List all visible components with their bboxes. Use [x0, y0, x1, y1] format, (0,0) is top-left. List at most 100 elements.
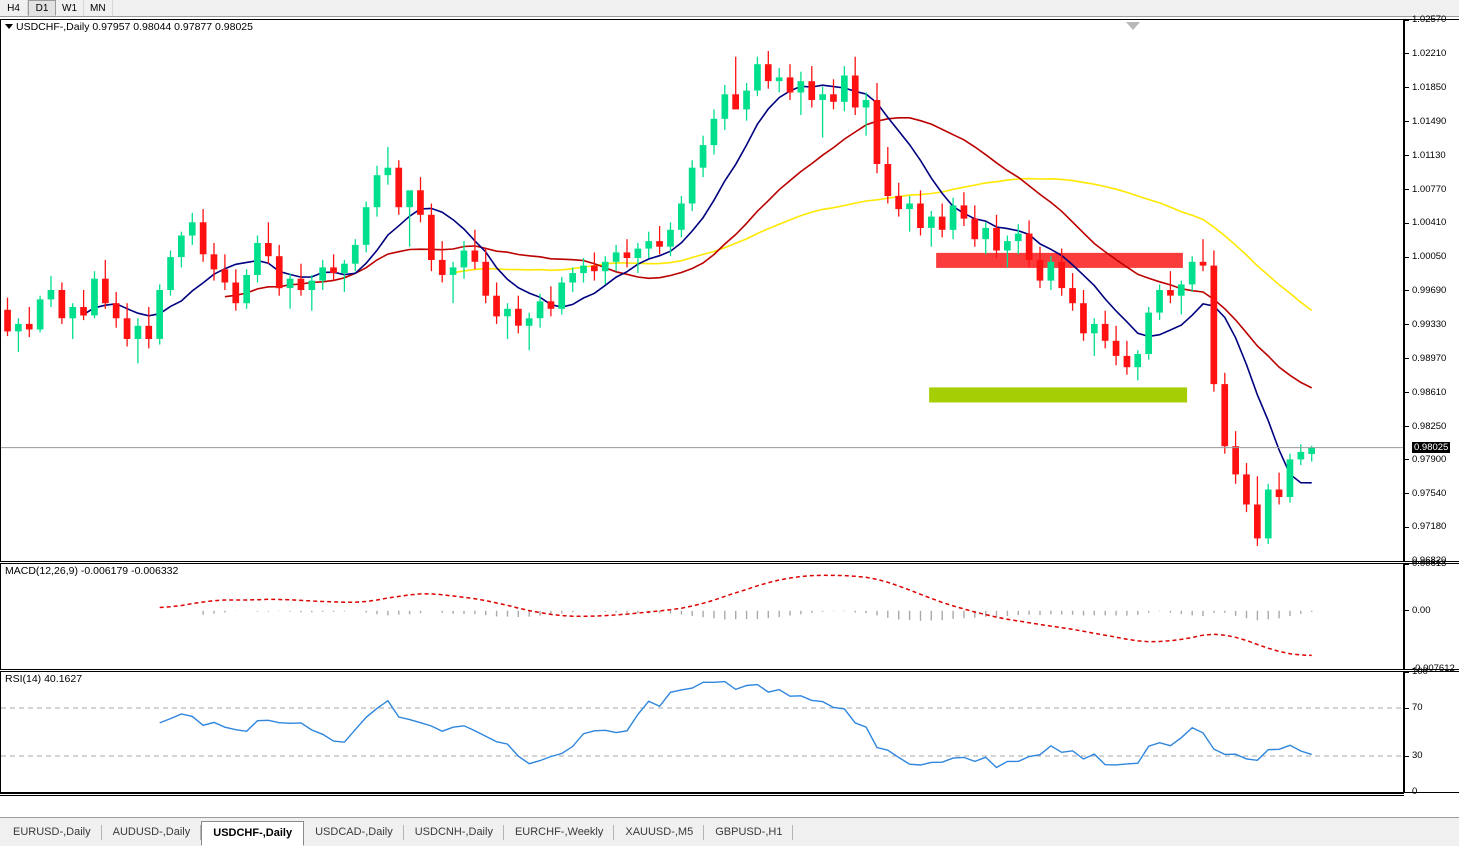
macd-plot[interactable]	[1, 564, 1403, 669]
rsi-panel[interactable]: RSI(14) 40.1627	[0, 671, 1404, 793]
timeframe-button-label: H4	[7, 2, 20, 14]
candle-body	[667, 229, 674, 247]
symbol-tab-usdchfdaily[interactable]: USDCHF-,Daily	[201, 820, 305, 846]
candle-body	[102, 278, 109, 304]
price-plot[interactable]	[1, 20, 1403, 561]
candle-body	[873, 100, 881, 164]
ma-fast-line	[83, 84, 1312, 484]
scale-tick-dash	[1405, 256, 1409, 258]
price-panel[interactable]: USDCHF-,Daily 0.97957 0.98044 0.97877 0.…	[0, 19, 1404, 562]
candle-body	[841, 75, 848, 102]
symbol-tab-bar[interactable]: EURUSD-,Daily AUDUSD-,Daily USDCHF-,Daily U…	[0, 817, 1459, 846]
candle-body	[917, 203, 924, 228]
candle-body	[938, 216, 946, 230]
symbol-tab-usdcnhdaily[interactable]: USDCNH-,Daily	[404, 821, 505, 843]
candle-body	[1221, 384, 1229, 447]
candle-body	[243, 275, 250, 304]
ma-slow-line	[452, 177, 1313, 312]
scale-tick-label: -0.007612	[1412, 663, 1455, 675]
candle-body	[330, 267, 337, 273]
candle-body	[612, 252, 620, 262]
candle-body	[1091, 323, 1098, 334]
symbol-tab-xauusdm5[interactable]: XAUUSD-,M5	[614, 821, 705, 843]
scale-tick-label: 0.99330	[1412, 319, 1447, 331]
scale-tick-dash	[1405, 492, 1409, 494]
price-scale[interactable]: 1.02570 1.02210 1.01850 1.01490 1.01130 1.007…	[1404, 15, 1459, 565]
scale-tick-label: 1.01850	[1412, 81, 1447, 93]
symbol-tab-eurusddaily[interactable]: EURUSD-,Daily	[2, 821, 102, 843]
candle-body	[797, 81, 805, 93]
right-scale-column[interactable]: 1.02570 1.02210 1.01850 1.01490 1.01130 1.007…	[1404, 15, 1459, 810]
resistance-zone-rectangle	[936, 252, 1183, 268]
symbol-tab-eurchfweekly[interactable]: EURCHF-,Weekly	[504, 821, 615, 843]
candle-body	[993, 227, 1000, 251]
candle-body	[1145, 312, 1152, 354]
candle-body	[1036, 259, 1044, 281]
rsi-plot[interactable]	[1, 672, 1403, 792]
scale-tick-label: 0.98970	[1412, 352, 1447, 364]
candle-body	[1275, 489, 1283, 497]
candle-body	[319, 267, 326, 281]
scale-tick-dash	[1405, 610, 1409, 612]
candle-body	[15, 323, 22, 332]
candle-body	[949, 205, 957, 230]
scale-tick-label: 1.00770	[1412, 183, 1447, 195]
timeframe-button-label: MN	[90, 2, 106, 14]
scale-tick-label: 1.02570	[1412, 14, 1447, 26]
timeframe-button-mn[interactable]: MN	[84, 0, 113, 16]
candle-body	[982, 227, 989, 240]
rsi-line	[159, 680, 1312, 769]
timeframe-toolbar: H4 D1 W1 MN	[0, 0, 1459, 17]
scale-tick-dash	[1405, 671, 1409, 673]
candle-body	[406, 190, 413, 208]
scale-tick-label: 1.02210	[1412, 48, 1447, 60]
candle-body	[830, 94, 837, 102]
candle-body	[1134, 354, 1142, 368]
scale-tick-label: 1.00050	[1412, 251, 1447, 263]
symbol-tab-audusddaily[interactable]: AUDUSD-,Daily	[102, 821, 202, 843]
candle-body	[504, 308, 511, 317]
candle-body	[536, 301, 544, 319]
symbol-tab-gbpusdh1[interactable]: GBPUSD-,H1	[704, 821, 794, 843]
candle-body	[1014, 233, 1022, 242]
scale-tick-dash	[1405, 19, 1409, 21]
symbol-tab-usdcaddaily[interactable]: USDCAD-,Daily	[304, 821, 404, 843]
candle-body	[145, 325, 153, 339]
chart-object-marker-icon[interactable]	[1126, 22, 1140, 30]
candle-body	[884, 164, 892, 196]
candle-body	[1199, 261, 1207, 266]
macd-scale[interactable]: 0.00613 0.00 -0.007612	[1404, 559, 1459, 673]
candle-body	[351, 244, 359, 264]
timeframe-button-d1[interactable]: D1	[28, 0, 56, 16]
candle-body	[764, 64, 772, 82]
symbol-tab-label: XAUUSD-,M5	[625, 826, 694, 838]
candle-body	[1167, 290, 1174, 296]
timeframe-button-h4[interactable]: H4	[0, 0, 28, 16]
candle-body	[525, 318, 533, 326]
candle-body	[1286, 459, 1294, 497]
candle-body	[960, 205, 968, 219]
date-axis-rule	[0, 793, 1404, 794]
current-price-dash	[1405, 447, 1409, 448]
timeframe-button-w1[interactable]: W1	[56, 0, 84, 16]
scale-tick-label: 0.97180	[1412, 521, 1447, 533]
scale-tick-dash	[1405, 121, 1409, 123]
scale-tick-dash	[1405, 324, 1409, 326]
scale-tick-dash	[1405, 755, 1409, 757]
candle-body	[91, 278, 98, 316]
candle-body	[819, 94, 826, 100]
scale-tick-dash	[1405, 560, 1409, 562]
scale-tick-dash	[1405, 668, 1409, 670]
macd-panel[interactable]: MACD(12,26,9) -0.006179 -0.006332	[0, 563, 1404, 670]
candle-body	[460, 250, 468, 268]
candle-body	[384, 167, 392, 176]
symbol-tab-label: AUDUSD-,Daily	[112, 826, 191, 838]
candle-body	[199, 222, 207, 255]
scale-tick-label: 70	[1412, 702, 1423, 714]
rsi-scale[interactable]: 100 70 30 0	[1404, 667, 1459, 796]
candle-body	[4, 309, 11, 332]
candle-body	[1069, 288, 1076, 304]
candle-body	[1264, 489, 1272, 539]
scale-tick-label: 1.00410	[1412, 217, 1447, 229]
candle-body	[178, 235, 185, 258]
